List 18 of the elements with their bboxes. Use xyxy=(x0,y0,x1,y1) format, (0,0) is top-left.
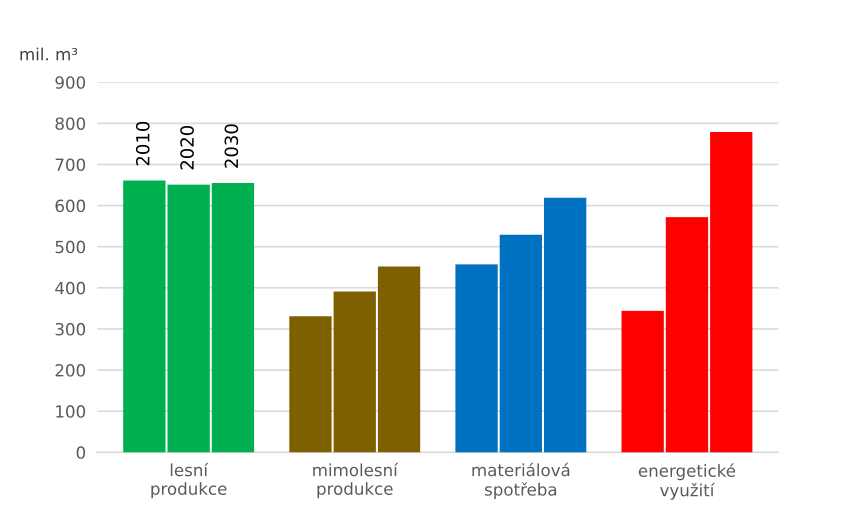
y-tick-label: 100 xyxy=(56,405,86,418)
y-tick-label: 600 xyxy=(56,200,86,212)
y-tick-label: 900 xyxy=(55,76,86,89)
y-tick-label: 500 xyxy=(56,240,86,254)
y-tick-label: 700 xyxy=(56,158,86,172)
x-tick-label: energetické využití xyxy=(638,463,736,500)
x-tick-label: materiálová spotřeba xyxy=(472,462,570,500)
y-tick-label: 0 xyxy=(76,446,86,459)
y-tick-label: 400 xyxy=(55,282,86,294)
text: 2030 xyxy=(224,124,238,168)
text: 2010 xyxy=(136,122,150,166)
y-tick-label: 800 xyxy=(55,117,86,130)
text: 2020 xyxy=(180,126,194,170)
y-tick-label: 300 xyxy=(56,322,86,336)
x-tick-label: mimolesní produkce xyxy=(313,462,398,498)
x-tick-label: lesní produkce xyxy=(151,462,226,498)
y-tick-label: 200 xyxy=(56,364,86,377)
y-axis-title: mil. m³ xyxy=(20,48,78,60)
